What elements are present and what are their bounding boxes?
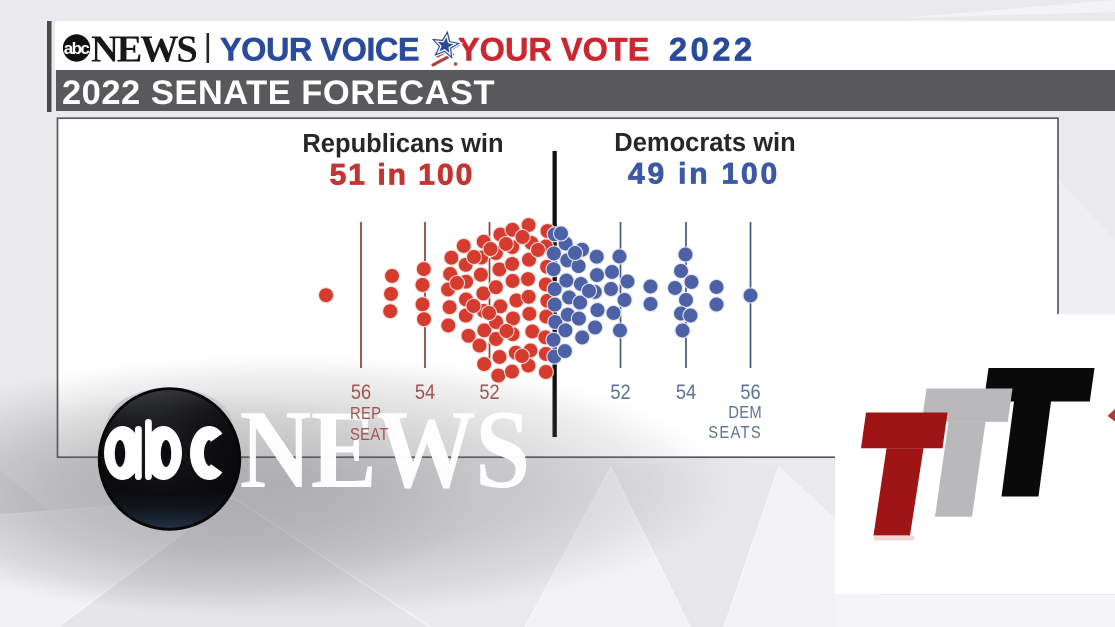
svg-text:YOUR VOICE: YOUR VOICE (220, 32, 419, 68)
svg-text:56: 56 (740, 381, 760, 404)
svg-text:YOUR VOTE: YOUR VOTE (458, 32, 649, 68)
svg-text:51 in 100: 51 in 100 (330, 159, 475, 192)
svg-text:56: 56 (351, 381, 371, 404)
svg-text:2022 SENATE FORECAST: 2022 SENATE FORECAST (62, 74, 495, 112)
svg-text:Republicans win: Republicans win (302, 130, 503, 158)
svg-text:49 in 100: 49 in 100 (628, 158, 780, 191)
svg-text:NEWS: NEWS (240, 388, 530, 512)
svg-text:54: 54 (415, 381, 435, 404)
svg-text:52: 52 (610, 381, 630, 404)
svg-text:DEM: DEM (728, 403, 762, 423)
svg-text:NEWS: NEWS (91, 29, 196, 71)
svg-text:52: 52 (479, 381, 499, 404)
svg-text:2022: 2022 (669, 32, 756, 68)
svg-text:SEAT: SEAT (350, 425, 389, 445)
svg-text:Democrats win: Democrats win (614, 129, 795, 157)
svg-text:REP: REP (350, 404, 381, 424)
svg-text:SEATS: SEATS (708, 423, 762, 443)
svg-text:abc: abc (64, 39, 90, 58)
svg-text:54: 54 (676, 381, 696, 404)
